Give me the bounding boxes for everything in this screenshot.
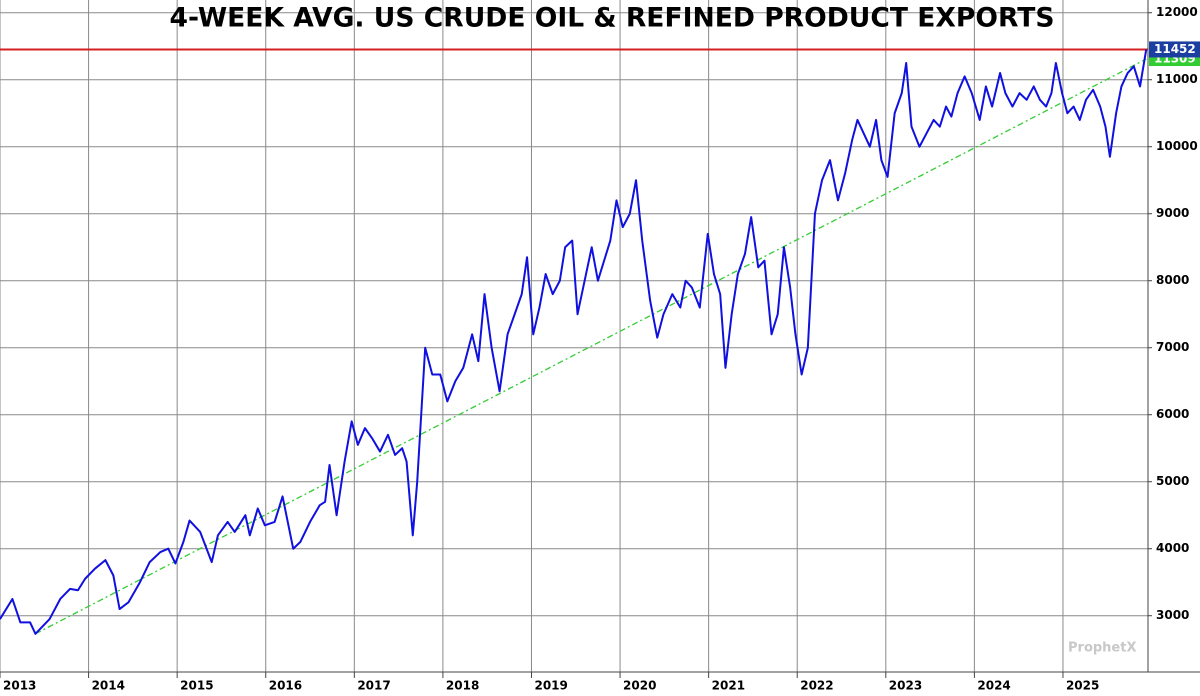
chart-title: 4-WEEK AVG. US CRUDE OIL & REFINED PRODU… (170, 3, 1055, 34)
x-tick-label: 2014 (92, 679, 125, 693)
y-tick-label: 6000 (1156, 407, 1189, 421)
plot-area (0, 48, 1148, 635)
y-tick-label: 7000 (1156, 340, 1189, 354)
y-tick-label: 10000 (1156, 139, 1198, 153)
x-tick-label: 2013 (3, 679, 36, 693)
y-tick-label: 12000 (1156, 5, 1198, 19)
x-tick-label: 2019 (534, 679, 567, 693)
y-tick-label: 3000 (1156, 608, 1189, 622)
y-tick-label: 11000 (1156, 72, 1198, 86)
data-line (0, 49, 1148, 635)
x-tick-label: 2021 (712, 679, 745, 693)
x-tick-label: 2020 (623, 679, 656, 693)
x-tick-label: 2018 (446, 679, 479, 693)
y-tick-label: 5000 (1156, 474, 1189, 488)
x-tick-label: 2024 (977, 679, 1010, 693)
grid (0, 0, 1148, 672)
x-tick-label: 2015 (180, 679, 213, 693)
x-tick-label: 2017 (357, 679, 390, 693)
x-tick-label: 2025 (1066, 679, 1099, 693)
x-tick-label: 2023 (889, 679, 922, 693)
last-value-label: 11452 (1154, 42, 1196, 56)
last-value-box (1149, 41, 1200, 58)
x-tick-label: 2016 (269, 679, 302, 693)
trendline (35, 58, 1147, 635)
x-tick-label: 2022 (800, 679, 833, 693)
y-tick-label: 4000 (1156, 541, 1189, 555)
y-tick-label: 9000 (1156, 206, 1189, 220)
y-tick-label: 8000 (1156, 273, 1189, 287)
watermark: ProphetX (1068, 641, 1137, 656)
